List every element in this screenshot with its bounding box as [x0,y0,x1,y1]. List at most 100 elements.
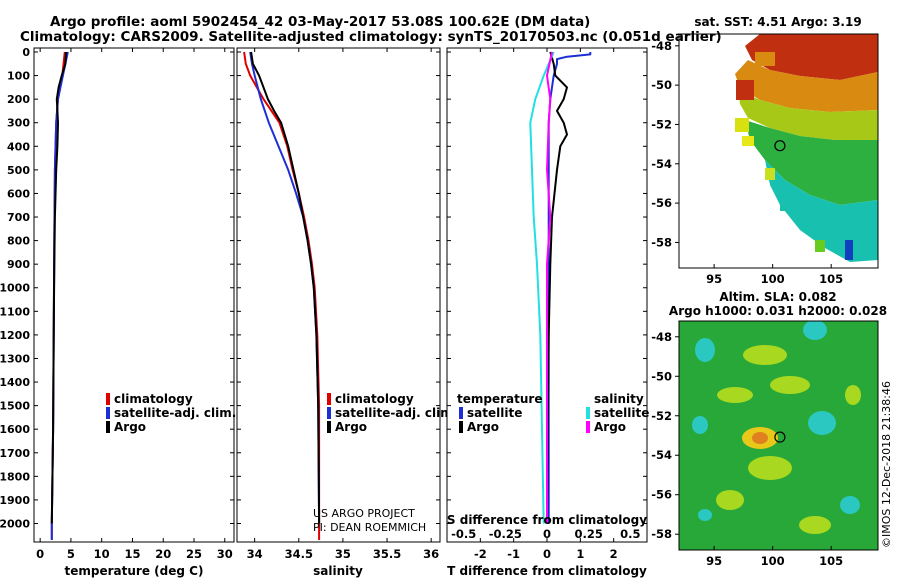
map-lat-label: -52 [651,409,672,423]
series-line-argo [50,51,67,524]
sst-field [735,34,878,262]
depth-tick-label: 1800 [0,470,30,483]
legend-swatch-s-argo [586,421,590,433]
depth-tick-label: 1900 [0,494,30,507]
sst-map-ticks: 95 100 105 -48 -50 -52 -54 -56 -58 [651,39,843,286]
legend-swatch-climatology [106,393,110,405]
map-lat-label: -56 [651,196,672,210]
depth-tick-label: 1000 [0,282,30,295]
x-tick-label: 30 [217,547,233,561]
sst-patch [735,118,749,132]
map-lon-label: 100 [761,272,785,286]
legend-climatology: climatology [335,392,414,406]
depth-tick-label: 1700 [0,447,30,460]
depth-tick-label: 800 [7,235,30,248]
sla-map-frame [678,320,879,551]
x-tick-label: -1 [507,547,520,561]
sst-patch [845,240,853,260]
difference-panel: -2 -1 0 1 2 -0.5 -0.25 0 0.25 0.5 S difference f… [446,47,649,578]
map-lon-label: 105 [819,554,843,568]
map-lon-label: 95 [706,554,722,568]
project-credit: US ARGO PROJECT [313,507,415,520]
t-difference-x-ticks: -2 -1 0 1 2 [474,48,618,561]
sla-blob [695,338,715,362]
x-tick-label: 36 [423,547,439,561]
sst-yellow-band [738,90,878,140]
x-tick-label: 0 [543,547,551,561]
map-lat-label: -54 [651,448,672,462]
x-tick-label: 10 [94,547,110,561]
x-tick-label: 34 [247,547,263,561]
sla-blob [743,345,787,365]
legend-swatch-satellite [327,407,331,419]
s-diff-tick-label: 0.5 [620,527,640,541]
depth-tick-label: 700 [7,211,30,224]
sst-patch [736,80,754,100]
depth-tick-label: 400 [7,140,30,153]
sst-patch [742,136,754,146]
sla-map-ticks: 95 100 105 -48 -50 -52 -54 -56 -58 [651,330,843,568]
t-difference-axis-label: T difference from climatology [447,564,647,578]
salinity-panel: 34 34.5 35 35.5 36 salinity climatology sate… [236,47,457,578]
depth-tick-label: 2000 [0,517,30,530]
map-lat-label: -48 [651,39,672,53]
legend-swatch-argo [106,421,110,433]
temperature-profiles [50,51,69,540]
x-tick-label: 35.5 [373,547,401,561]
depth-tick-label: 1600 [0,423,30,436]
series-line-salinity-argo [546,51,553,524]
sla-blob [799,516,831,534]
depth-tick-label: 500 [7,164,30,177]
sst-patch [815,240,825,252]
sst-map: sat. SST: 4.51 Argo: 3.19 95 100 105 -48 -50… [651,15,879,286]
temperature-x-ticks: 0 5 10 15 20 25 30 [36,48,233,561]
sst-patch [780,195,790,211]
map-lat-label: -58 [651,235,672,249]
legend-t-satellite: satellite [467,406,522,420]
legend-swatch-satellite [106,407,110,419]
sla-blob [717,387,753,403]
x-tick-label: 2 [610,547,618,561]
map-lon-label: 95 [706,272,722,286]
salinity-profiles [243,51,321,540]
s-diff-tick-label: 0 [543,527,551,541]
depth-tick-label: 600 [7,187,30,200]
sst-map-frame [678,33,879,269]
map-lat-label: -50 [651,78,672,92]
legend-argo: Argo [114,420,146,434]
map-lat-label: -52 [651,117,672,131]
sla-blob [770,376,810,394]
depth-tick-label: 900 [7,258,30,271]
sla-blob [808,411,836,435]
legend-heading-salinity: salinity [594,392,644,406]
sla-blob [692,416,708,434]
header-line-1: Argo profile: aoml 5902454_42 03-May-201… [50,14,590,30]
legend-heading-temperature: temperature [457,392,542,406]
sst-cyan-band [765,160,878,262]
legend-swatch-t-argo [459,421,463,433]
temperature-plot-frame [33,47,235,543]
sla-map-title: Altim. SLA: 0.082 [719,290,836,304]
temperature-panel: 0100200300400500600700800900100011001200… [0,46,236,578]
map-lat-label: -54 [651,157,672,171]
legend-t-argo: Argo [467,420,499,434]
sst-orange-band [735,60,878,112]
x-tick-label: -2 [474,547,487,561]
s-difference-axis-label: S difference from climatology [447,513,647,527]
salinity-plot-frame [236,47,441,543]
legend-swatch-s-satellite [586,407,590,419]
legend-swatch-argo [327,421,331,433]
sst-patch [755,52,775,66]
legend-swatch-t-satellite [459,407,463,419]
sla-map-subtitle: Argo h1000: 0.031 h2000: 0.028 [669,304,887,318]
legend-satellite-adj-clim: satellite-adj. clim. [114,406,236,420]
legend-argo: Argo [335,420,367,434]
s-diff-tick-label: -0.25 [489,527,522,541]
x-tick-label: 15 [124,547,140,561]
sla-field [679,321,878,550]
imos-timestamp: ©IMOS 12-Dec-2018 21:38:46 [880,381,893,548]
s-diff-tick-label: -0.5 [451,527,476,541]
sla-blob [803,321,827,340]
x-tick-label: 0 [36,547,44,561]
difference-profiles [529,51,592,524]
